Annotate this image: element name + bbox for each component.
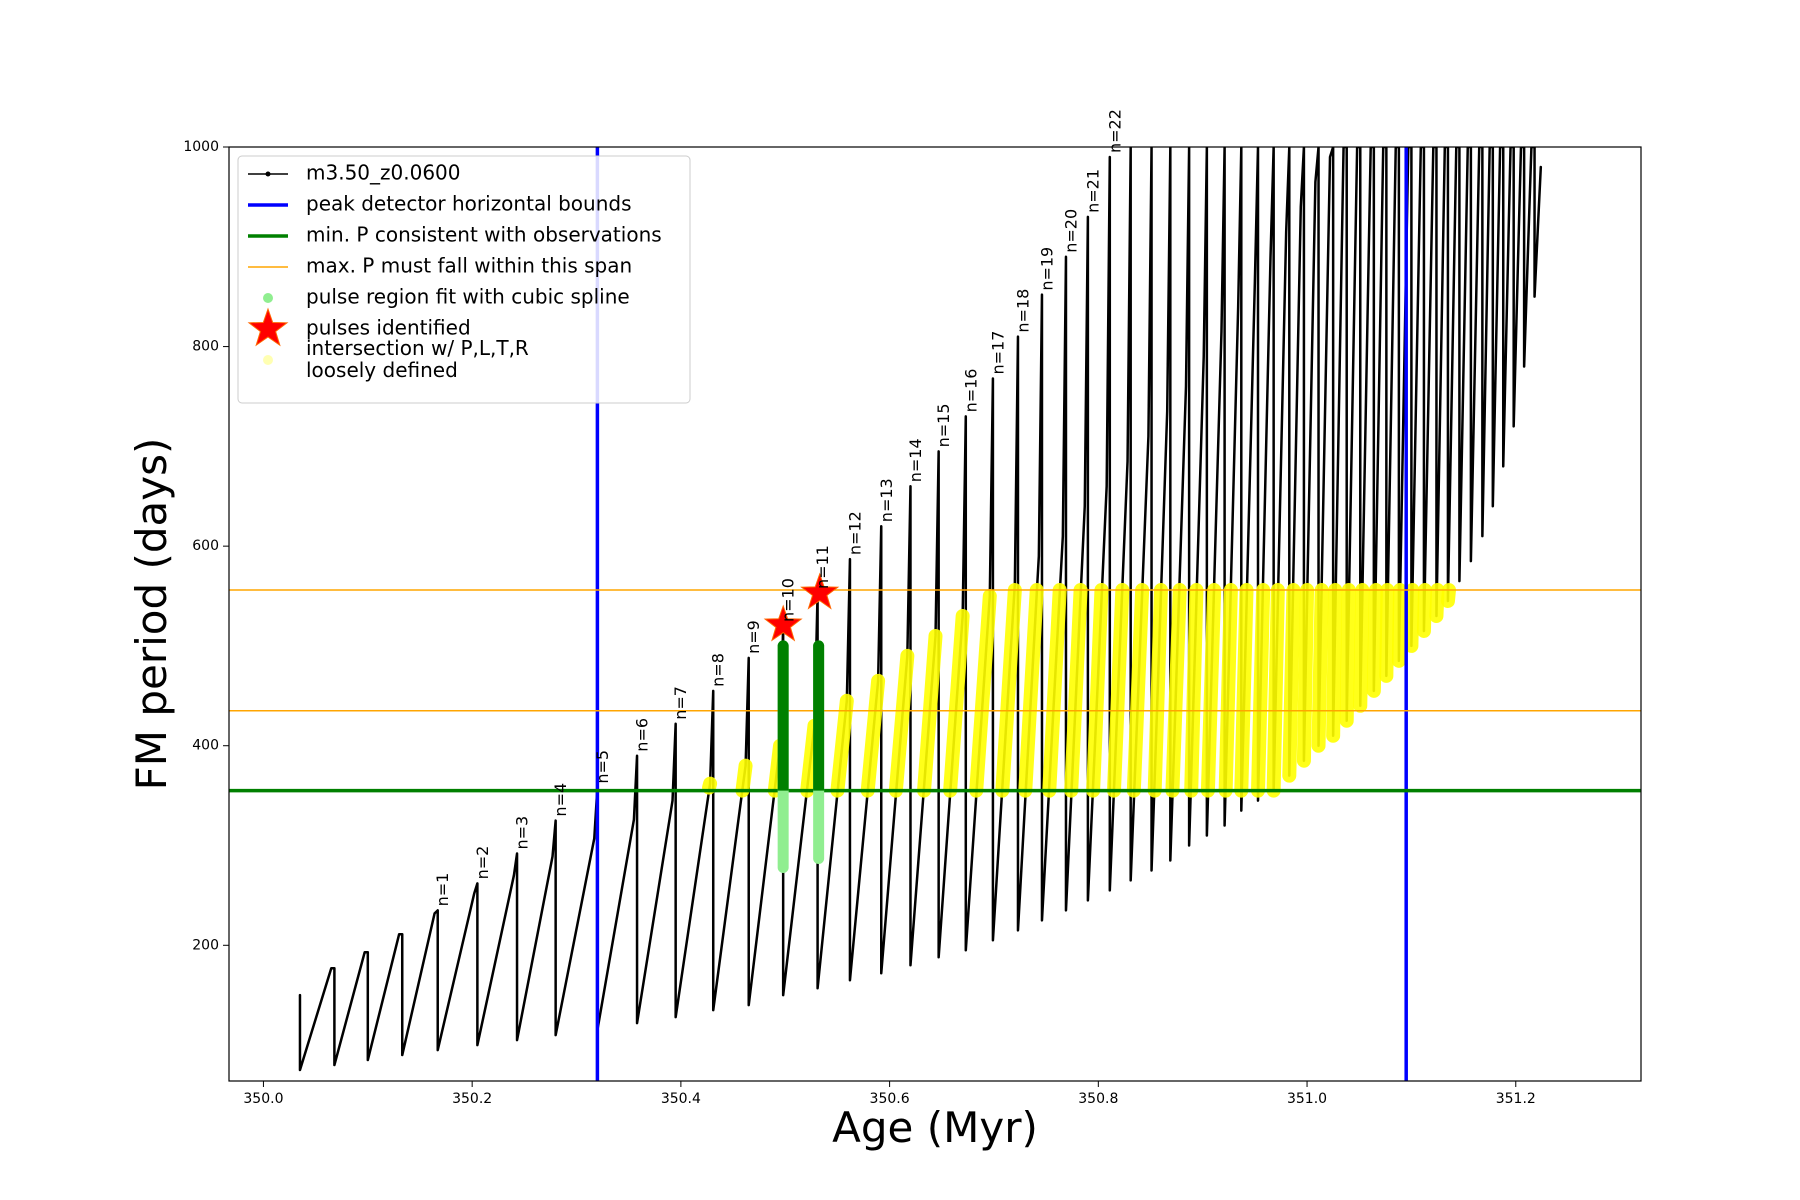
x-axis-label: Age (Myr) — [832, 1103, 1038, 1152]
y-tick-label: 800 — [192, 339, 219, 355]
pulse-label: n=18 — [1013, 289, 1032, 333]
pulse-label: n=15 — [934, 403, 953, 447]
scatter-band — [1366, 583, 1383, 698]
pulse-label: n=2 — [473, 846, 492, 880]
pulse-star — [800, 572, 840, 610]
pulse-label: n=11 — [813, 545, 832, 589]
scatter-band — [1126, 583, 1150, 798]
scatter-band — [1353, 583, 1370, 713]
legend-marker — [265, 171, 271, 177]
scatter-band — [1404, 583, 1420, 653]
fit-overlay — [777, 640, 825, 791]
scatter-band — [1234, 583, 1254, 798]
scatter-band — [1251, 583, 1271, 798]
scatter-band — [1379, 583, 1395, 683]
scatter-band — [1147, 583, 1168, 798]
pulse-label: n=7 — [671, 686, 690, 720]
ticks: 350.0 350.2 350.4 350.6 350.8 351.0 351.2 200 40… — [183, 139, 1535, 1107]
pulse-star — [763, 604, 803, 642]
pulse-label: n=6 — [633, 718, 652, 752]
scatter-band — [1165, 583, 1187, 798]
scatter-band — [969, 589, 997, 798]
legend-star — [247, 307, 289, 347]
x-tick-label: 350.8 — [1078, 1091, 1118, 1107]
scatter-band — [1296, 583, 1315, 768]
scatter-band — [830, 693, 854, 798]
data-line — [298, 147, 1543, 1072]
pulse-label: n=9 — [744, 620, 763, 654]
pulse-label: n=19 — [1037, 247, 1056, 291]
pulse-label: n=4 — [551, 783, 570, 817]
scatter-band — [860, 673, 886, 798]
y-tick-label: 200 — [192, 937, 219, 953]
pulse-label: n=22 — [1105, 109, 1124, 153]
scatter-band — [1429, 583, 1445, 623]
pulse-label: n=1 — [433, 873, 452, 907]
legend-label: peak detector horizontal bounds — [306, 192, 632, 216]
pulse-label: n=17 — [988, 331, 1007, 375]
scatter-band — [1326, 583, 1343, 743]
axes-frame — [228, 146, 1642, 1082]
annotations: n=1 n=2 n=3 n=4 n=5 n=6 n=7 n=8 n=9 n=10 n=11 n=12 n… — [433, 109, 1124, 906]
legend-label: min. P consistent with observations — [306, 223, 662, 247]
scatter-band — [1042, 583, 1067, 798]
legend-dot — [263, 293, 273, 303]
scatter-band — [888, 648, 915, 798]
legend-label: m3.50_z0.0600 — [306, 161, 461, 185]
scatter-band — [1311, 583, 1329, 753]
x-tick-label: 351.2 — [1496, 1091, 1536, 1107]
scatter-band — [1064, 583, 1088, 798]
plot-area — [229, 147, 1641, 1081]
legend-label: max. P must fall within this span — [306, 254, 632, 278]
legend-dot — [263, 355, 273, 365]
legend-box — [237, 155, 691, 404]
scatter-band — [1200, 583, 1222, 798]
scatter-band — [735, 758, 753, 798]
legend-label: pulses identified — [306, 316, 471, 340]
pulse-label: n=21 — [1083, 169, 1102, 213]
pulse-label: n=14 — [906, 438, 925, 482]
scatter-band — [1282, 583, 1301, 783]
scatter-band — [1018, 583, 1044, 798]
pulse-label: n=13 — [877, 478, 896, 522]
scatter-band — [1391, 583, 1407, 668]
y-tick-label: 600 — [192, 538, 219, 554]
scatter-band — [702, 776, 718, 795]
scatter-band — [1184, 583, 1204, 798]
pulse-label: n=3 — [513, 816, 532, 850]
pulse-label: n=10 — [779, 578, 798, 622]
scatter-band — [1440, 583, 1456, 609]
pulse-label: n=12 — [845, 511, 864, 555]
pulse-label: n=20 — [1061, 209, 1080, 253]
scatter-band — [1416, 583, 1432, 638]
x-tick-label: 350.2 — [452, 1091, 492, 1107]
x-tick-label: 350.4 — [661, 1091, 701, 1107]
x-tick-label: 350.0 — [243, 1091, 283, 1107]
y-tick-label: 400 — [192, 738, 219, 754]
y-axis-label: FM period (days) — [127, 438, 176, 791]
y-tick-label: 1000 — [183, 139, 219, 155]
scatter-band — [1218, 583, 1238, 798]
pulse-label: n=5 — [593, 750, 612, 784]
scatter-band — [995, 583, 1022, 798]
legend-label: intersection w/ P,L,T,R loosely defined — [306, 336, 529, 382]
scatter-band — [1086, 583, 1109, 798]
scatter-band — [917, 628, 943, 798]
scatter-band — [1266, 583, 1285, 798]
legend-label: pulse region fit with cubic spline — [306, 285, 630, 309]
scatter-band — [943, 609, 970, 798]
pulse-label: n=8 — [709, 653, 728, 687]
scatter-band — [1106, 583, 1130, 798]
x-tick-label: 351.0 — [1287, 1091, 1327, 1107]
x-tick-label: 350.6 — [870, 1091, 910, 1107]
scatter-band — [1339, 583, 1356, 728]
pulse-label: n=16 — [961, 369, 980, 413]
